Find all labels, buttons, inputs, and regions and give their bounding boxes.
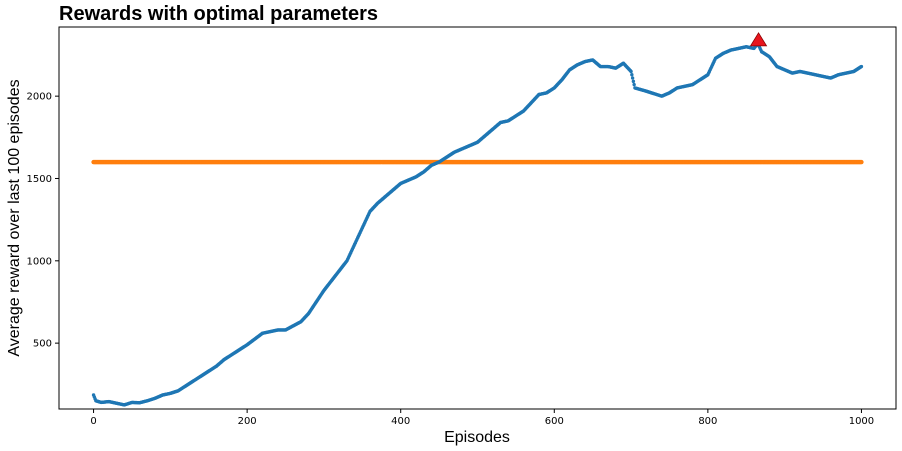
average-reward-point <box>630 76 635 80</box>
x-tick-label: 200 <box>238 416 257 427</box>
best-marker-layer <box>749 32 768 47</box>
average-reward-point <box>629 69 633 74</box>
y-tick-label: 500 <box>33 339 52 350</box>
x-tick-label: 600 <box>545 416 564 427</box>
threshold-series <box>91 159 864 165</box>
y-tick-label: 2000 <box>27 92 52 103</box>
y-ticks: 500 1000 1500 2000 <box>27 92 59 350</box>
average-reward-point <box>631 79 636 84</box>
x-tick-label: 800 <box>698 416 717 427</box>
x-tick-label: 400 <box>391 416 410 427</box>
x-ticks: 0 200 400 600 800 1000 <box>90 409 874 427</box>
average-reward-point <box>632 82 636 87</box>
x-tick-label: 1000 <box>849 416 874 427</box>
average-reward-point <box>630 73 634 77</box>
x-tick-label: 0 <box>90 416 96 427</box>
average-reward-series <box>91 41 864 407</box>
plot-area <box>58 26 897 410</box>
threshold-point <box>859 159 864 165</box>
x-axis-label: Episodes <box>444 429 510 446</box>
y-tick-label: 1500 <box>27 174 52 185</box>
average-reward-point <box>859 64 864 69</box>
chart-title: Rewards with optimal parameters <box>59 3 378 25</box>
y-tick-label: 1000 <box>27 256 52 267</box>
best-reward-marker <box>749 32 768 47</box>
y-axis-label: Average reward over last 100 episodes <box>6 79 23 356</box>
